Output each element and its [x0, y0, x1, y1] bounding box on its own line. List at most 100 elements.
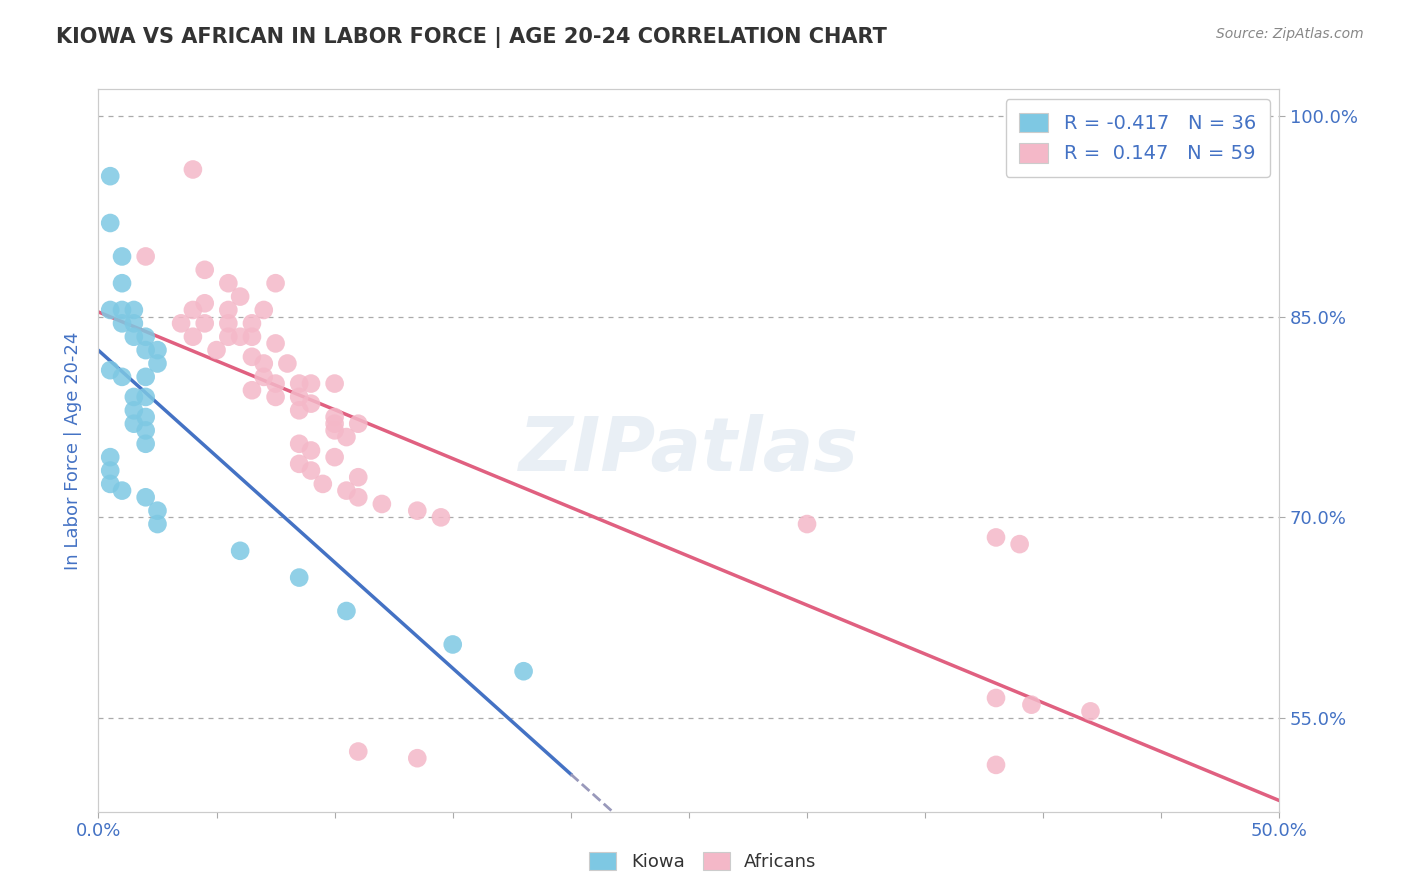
- Legend: Kiowa, Africans: Kiowa, Africans: [582, 845, 824, 879]
- Point: [135, 343, 157, 358]
- Point: [335, 483, 357, 498]
- Point: [122, 417, 145, 431]
- Point: [288, 390, 311, 404]
- Point: [205, 343, 228, 358]
- Point: [135, 436, 157, 450]
- Point: [984, 691, 1007, 706]
- Point: [229, 543, 252, 558]
- Point: [264, 376, 287, 391]
- Point: [111, 250, 134, 264]
- Point: [98, 363, 121, 377]
- Point: [264, 277, 287, 291]
- Point: [135, 330, 157, 344]
- Point: [264, 336, 287, 351]
- Point: [1021, 698, 1043, 712]
- Point: [240, 330, 263, 344]
- Point: [194, 317, 217, 331]
- Point: [194, 296, 217, 310]
- Point: [240, 384, 263, 398]
- Point: [253, 369, 276, 384]
- Point: [194, 262, 217, 277]
- Point: [111, 277, 134, 291]
- Point: [217, 277, 239, 291]
- Text: Source: ZipAtlas.com: Source: ZipAtlas.com: [1216, 27, 1364, 41]
- Point: [347, 417, 370, 431]
- Point: [122, 317, 145, 331]
- Point: [122, 403, 145, 417]
- Point: [111, 483, 134, 498]
- Point: [229, 290, 252, 304]
- Point: [299, 443, 322, 458]
- Point: [347, 470, 370, 484]
- Point: [406, 751, 429, 765]
- Point: [98, 169, 121, 184]
- Point: [111, 303, 134, 318]
- Point: [323, 410, 346, 425]
- Point: [441, 637, 464, 651]
- Point: [276, 356, 298, 371]
- Point: [299, 464, 322, 478]
- Point: [347, 491, 370, 505]
- Point: [217, 303, 239, 318]
- Point: [98, 450, 121, 465]
- Point: [288, 457, 311, 471]
- Point: [146, 503, 169, 517]
- Point: [323, 450, 346, 465]
- Point: [984, 757, 1007, 772]
- Point: [98, 477, 121, 491]
- Point: [288, 436, 311, 450]
- Point: [335, 604, 357, 618]
- Point: [264, 390, 287, 404]
- Point: [240, 317, 263, 331]
- Point: [253, 356, 276, 371]
- Point: [111, 369, 134, 384]
- Point: [181, 303, 204, 318]
- Point: [984, 530, 1007, 544]
- Text: KIOWA VS AFRICAN IN LABOR FORCE | AGE 20-24 CORRELATION CHART: KIOWA VS AFRICAN IN LABOR FORCE | AGE 20…: [56, 27, 887, 48]
- Point: [181, 162, 204, 177]
- Point: [98, 303, 121, 318]
- Point: [217, 330, 239, 344]
- Y-axis label: In Labor Force | Age 20-24: In Labor Force | Age 20-24: [65, 331, 83, 570]
- Point: [288, 376, 311, 391]
- Point: [371, 497, 394, 511]
- Point: [135, 250, 157, 264]
- Point: [288, 571, 311, 585]
- Point: [1080, 705, 1102, 719]
- Point: [135, 491, 157, 505]
- Point: [323, 376, 346, 391]
- Point: [122, 330, 145, 344]
- Point: [146, 517, 169, 532]
- Point: [796, 517, 818, 532]
- Point: [347, 744, 370, 758]
- Point: [299, 396, 322, 410]
- Legend: R = -0.417   N = 36, R =  0.147   N = 59: R = -0.417 N = 36, R = 0.147 N = 59: [1005, 99, 1270, 177]
- Point: [146, 343, 169, 358]
- Point: [229, 330, 252, 344]
- Point: [146, 356, 169, 371]
- Point: [406, 503, 429, 517]
- Point: [122, 303, 145, 318]
- Point: [135, 424, 157, 438]
- Point: [299, 376, 322, 391]
- Point: [98, 464, 121, 478]
- Point: [512, 665, 534, 679]
- Point: [335, 430, 357, 444]
- Point: [323, 417, 346, 431]
- Point: [98, 216, 121, 230]
- Point: [217, 317, 239, 331]
- Point: [312, 477, 335, 491]
- Point: [122, 390, 145, 404]
- Point: [135, 369, 157, 384]
- Point: [1008, 537, 1031, 551]
- Point: [111, 317, 134, 331]
- Point: [170, 317, 193, 331]
- Point: [253, 303, 276, 318]
- Point: [288, 403, 311, 417]
- Point: [135, 410, 157, 425]
- Point: [323, 424, 346, 438]
- Point: [181, 330, 204, 344]
- Point: [240, 350, 263, 364]
- Point: [135, 390, 157, 404]
- Text: ZIPatlas: ZIPatlas: [519, 414, 859, 487]
